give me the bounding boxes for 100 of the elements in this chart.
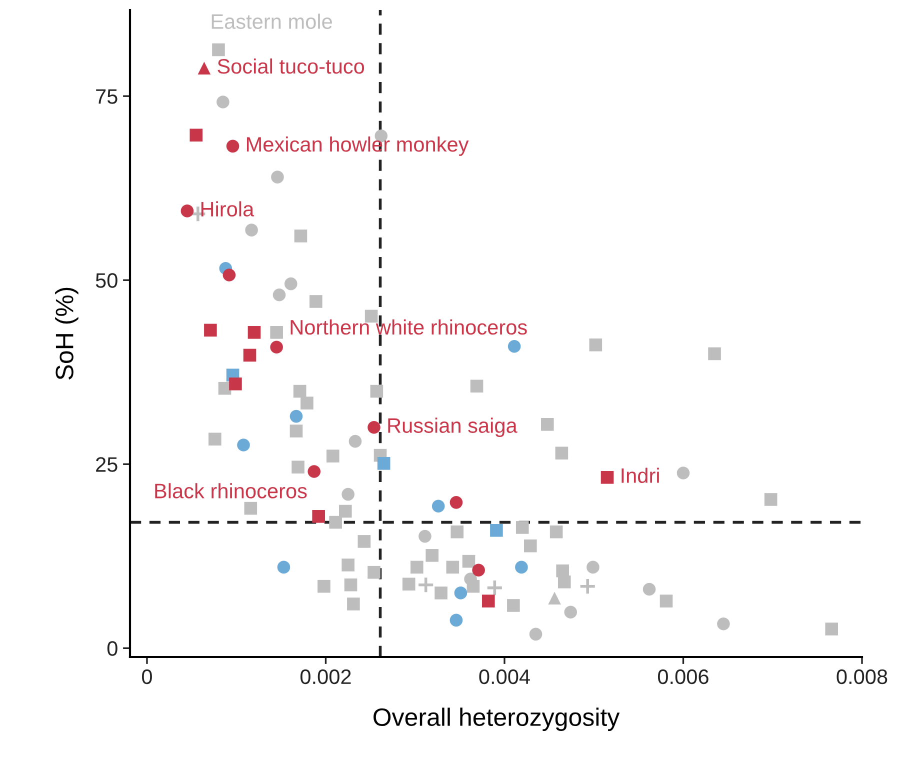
- point: [490, 524, 503, 537]
- point: [226, 140, 240, 153]
- x-tick-label: 0.006: [658, 669, 708, 684]
- point: [312, 510, 325, 523]
- point: [402, 578, 416, 591]
- point: [486, 579, 504, 596]
- point: [507, 599, 520, 612]
- y-tick-label: 25: [96, 457, 118, 472]
- point: [292, 460, 304, 474]
- point: [180, 204, 194, 218]
- annotation: Indri: [622, 468, 659, 483]
- point: [410, 560, 424, 574]
- point: [338, 504, 352, 518]
- point: [470, 380, 484, 393]
- point: [426, 549, 438, 562]
- point: [245, 224, 258, 236]
- point: [529, 628, 542, 641]
- point: [270, 326, 283, 339]
- annotation: Eastern mole: [212, 14, 332, 29]
- point: [237, 438, 250, 452]
- point: [300, 396, 314, 410]
- point: [290, 424, 303, 438]
- point: [277, 560, 290, 574]
- x-tick-label: 0.008: [836, 669, 888, 684]
- point: [462, 554, 476, 568]
- point: [290, 410, 303, 423]
- point: [326, 450, 340, 462]
- point: [676, 466, 690, 480]
- point: [558, 576, 571, 588]
- point: [660, 594, 673, 608]
- point: [564, 606, 578, 618]
- annotation: Mexican howler monkey: [246, 136, 469, 156]
- point: [578, 578, 596, 596]
- point: [642, 582, 656, 596]
- point: [347, 598, 360, 610]
- point: [248, 326, 261, 339]
- point: [516, 521, 529, 534]
- y-tick-label: 75: [96, 89, 118, 104]
- point: [825, 622, 838, 636]
- annotation: Black rhinoceros: [155, 483, 307, 498]
- point: [550, 525, 563, 538]
- point: [271, 170, 284, 184]
- y-tick-label: 50: [96, 273, 118, 288]
- point: [284, 277, 298, 290]
- point: [294, 230, 308, 242]
- point: [434, 586, 448, 600]
- point: [208, 432, 222, 446]
- point: [358, 535, 371, 548]
- point: [190, 128, 203, 142]
- point: [368, 420, 380, 434]
- point: [600, 471, 614, 484]
- point: [508, 340, 521, 353]
- point: [454, 586, 468, 600]
- point: [212, 43, 225, 56]
- point: [432, 500, 445, 513]
- point: [270, 340, 283, 354]
- point: [272, 288, 286, 302]
- y-axis-title: SoH (%): [55, 288, 78, 380]
- point: [417, 576, 435, 594]
- point: [216, 96, 230, 108]
- y-tick-label: 0: [107, 641, 118, 656]
- x-tick-label: 0.004: [479, 669, 530, 684]
- x-tick-label: 0.002: [300, 669, 351, 684]
- point: [515, 560, 528, 574]
- point: [344, 578, 358, 592]
- point: [308, 465, 321, 478]
- point: [198, 62, 211, 75]
- point: [464, 572, 477, 586]
- point: [589, 338, 602, 352]
- point: [586, 560, 600, 574]
- annotation: Northern white rhinoceros: [290, 319, 527, 335]
- point: [310, 295, 322, 308]
- point: [472, 564, 485, 577]
- point: [318, 580, 330, 593]
- point: [229, 378, 242, 390]
- point: [717, 617, 730, 630]
- point: [243, 348, 256, 362]
- annotation: Hirola: [201, 201, 254, 217]
- annotation: Russian saiga: [388, 418, 518, 438]
- point: [329, 516, 342, 529]
- point: [222, 268, 236, 282]
- point: [764, 493, 778, 506]
- point: [342, 488, 354, 501]
- annotation: Social tuco-tuco: [218, 58, 364, 74]
- point: [540, 418, 554, 431]
- point: [555, 446, 568, 460]
- point: [368, 566, 380, 579]
- point: [377, 457, 390, 470]
- point: [293, 384, 306, 398]
- point: [450, 525, 464, 538]
- x-axis-title: Overall heterozygosity: [374, 708, 620, 731]
- point: [446, 560, 460, 574]
- point: [204, 324, 217, 337]
- point: [450, 614, 463, 627]
- point: [548, 592, 561, 605]
- point: [244, 502, 258, 515]
- x-tick-label: 0: [142, 669, 152, 684]
- point: [348, 434, 362, 448]
- point: [708, 347, 721, 360]
- point: [450, 496, 463, 509]
